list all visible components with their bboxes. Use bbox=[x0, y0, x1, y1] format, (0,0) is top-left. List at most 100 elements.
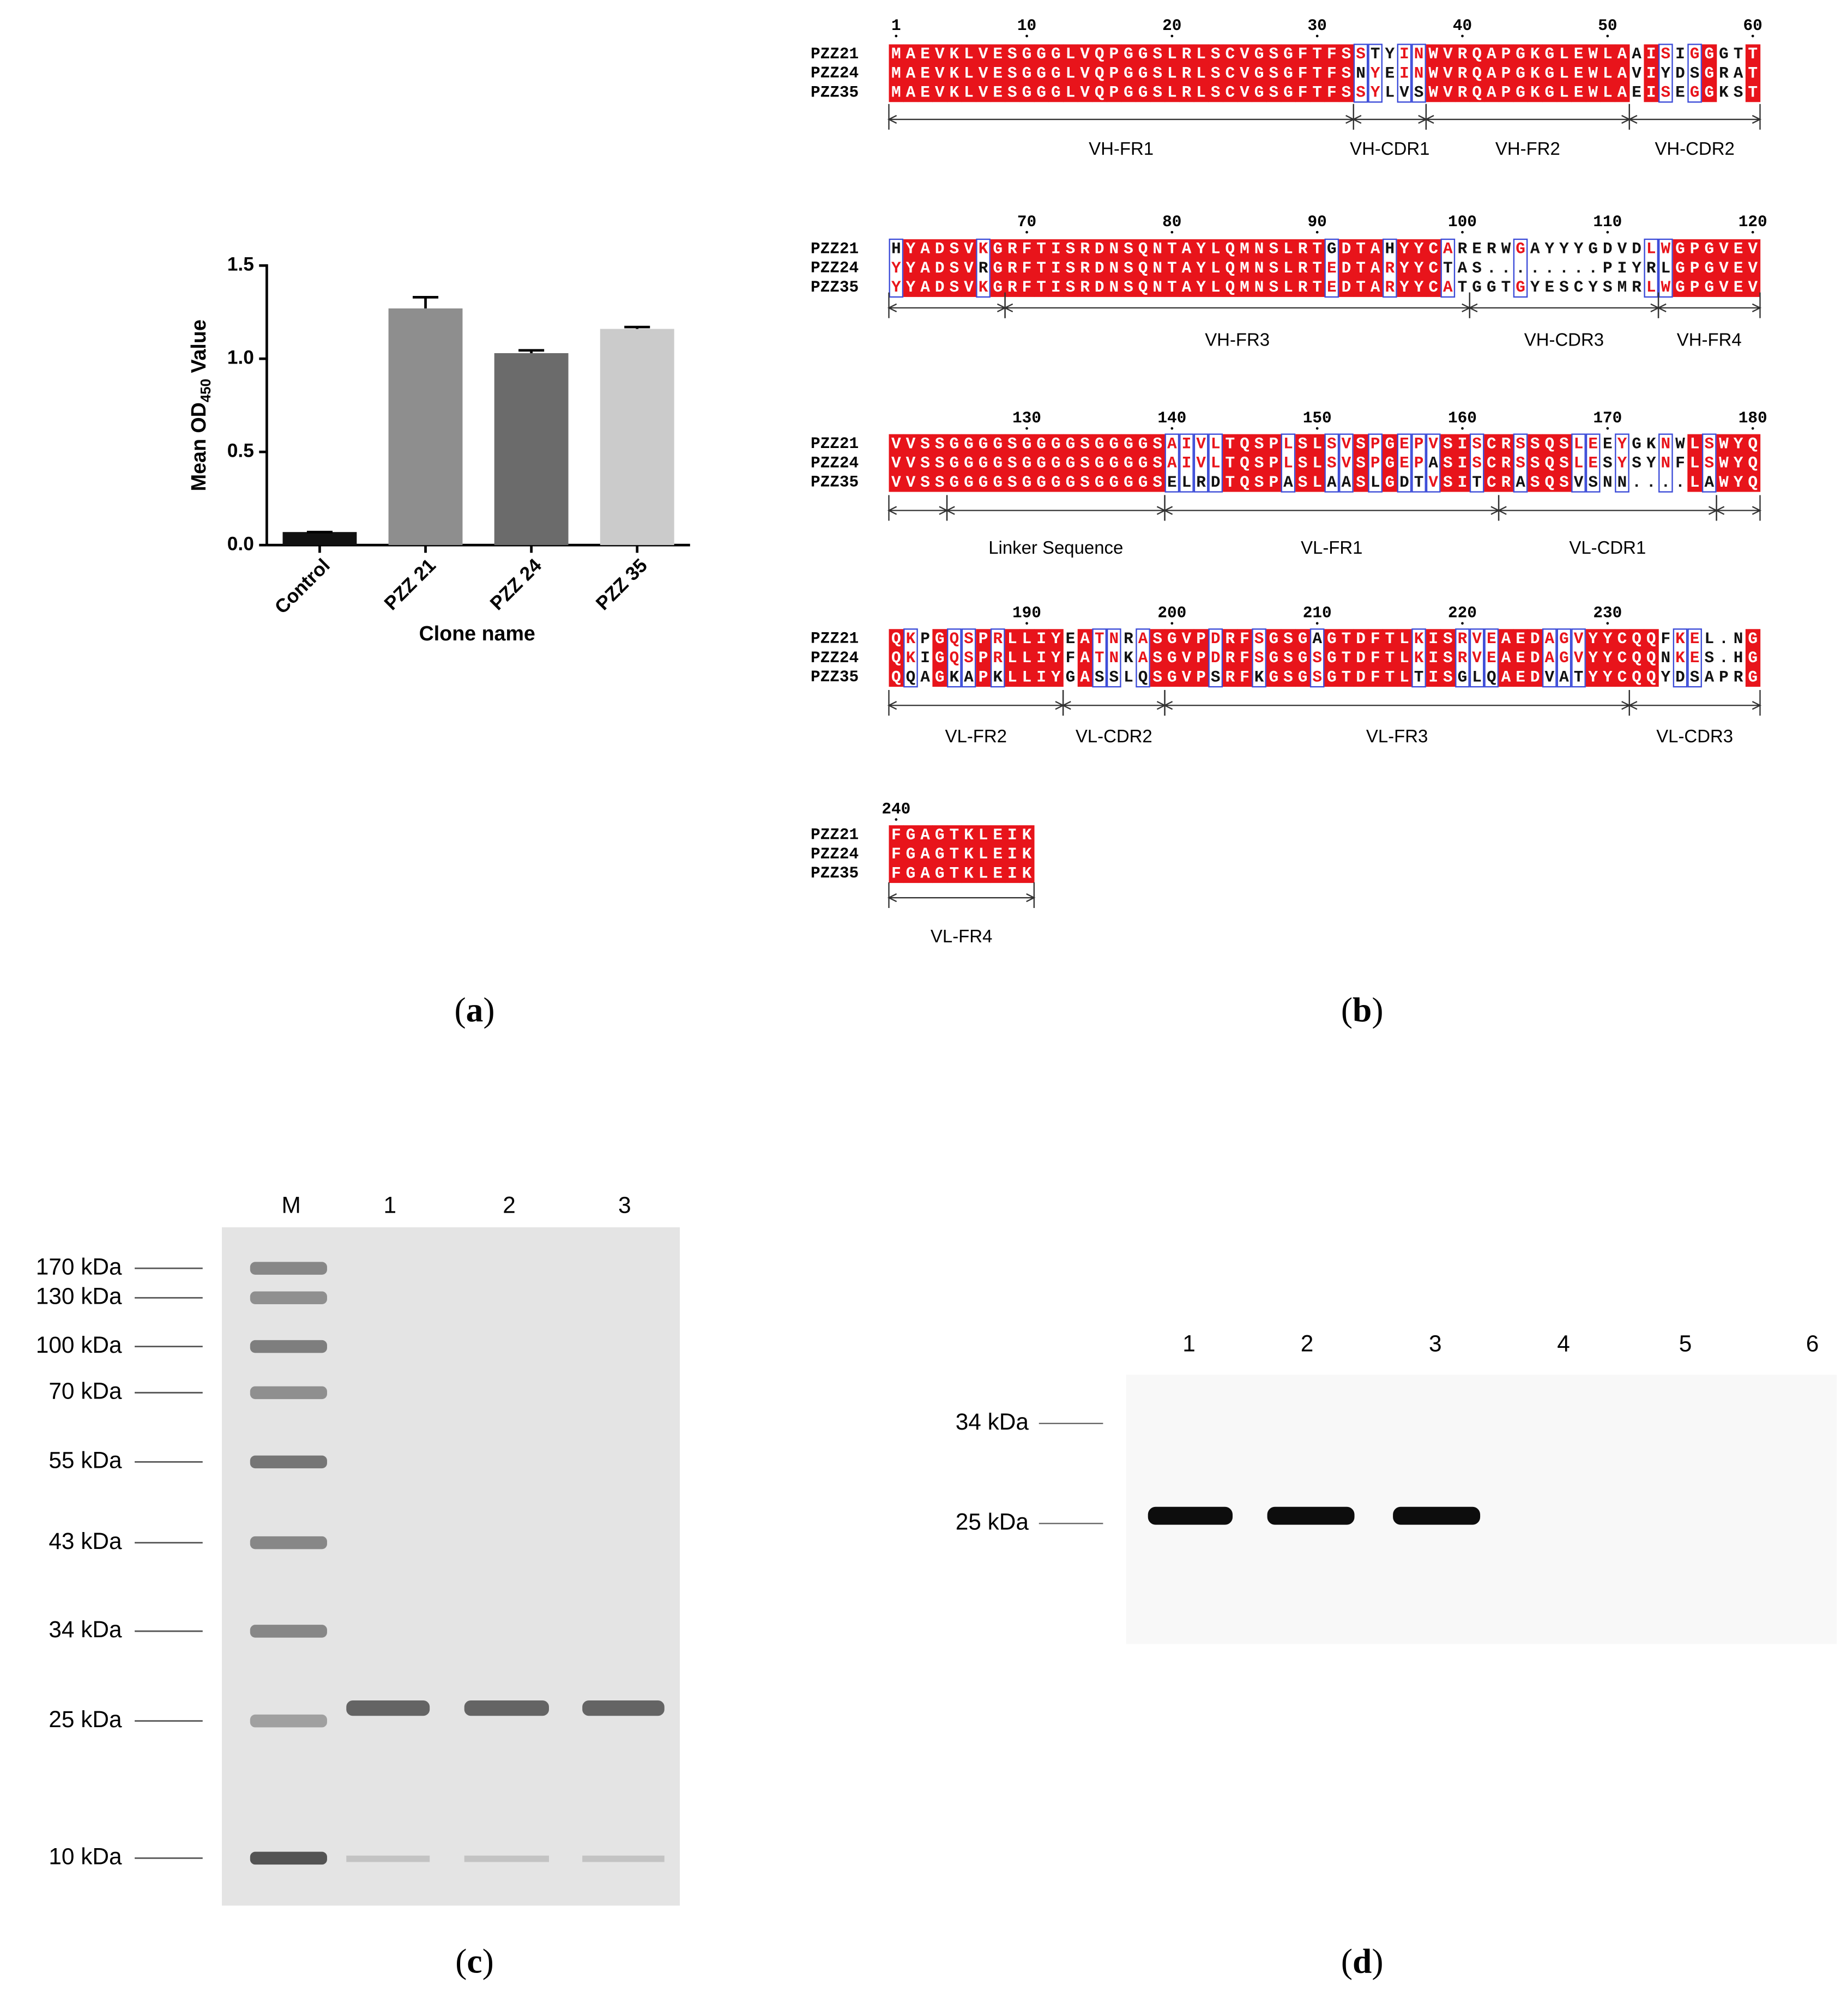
residue: E bbox=[1574, 83, 1584, 101]
residue: C bbox=[1574, 279, 1584, 296]
ruler-dot bbox=[1461, 34, 1464, 38]
panel-label-char: ) bbox=[1372, 990, 1383, 1028]
conserved-column bbox=[1469, 44, 1485, 102]
residue: V bbox=[1472, 649, 1482, 667]
residue: W bbox=[1719, 454, 1729, 472]
residue: Y bbox=[1196, 279, 1206, 296]
residue: Y bbox=[1399, 259, 1409, 277]
lane-label: 4 bbox=[1557, 1330, 1570, 1356]
residue: S bbox=[950, 279, 959, 296]
residue: L bbox=[1661, 259, 1671, 277]
residue: S bbox=[1472, 454, 1482, 472]
conserved-column bbox=[889, 825, 904, 883]
residue: V bbox=[1719, 259, 1729, 277]
faint-band bbox=[464, 1855, 549, 1862]
residue: P bbox=[1269, 474, 1278, 492]
residue: S bbox=[1007, 474, 1017, 492]
residue: R bbox=[1226, 668, 1235, 686]
conserved-column bbox=[990, 239, 1006, 297]
residue: C bbox=[1487, 435, 1496, 453]
residue: T bbox=[1312, 83, 1322, 101]
residue: A bbox=[1704, 668, 1714, 686]
residue: F bbox=[1327, 83, 1337, 101]
residue: G bbox=[1066, 435, 1076, 453]
residue: N bbox=[1109, 240, 1119, 258]
residue: Q bbox=[1748, 474, 1758, 492]
similar-column bbox=[961, 628, 976, 688]
conserved-column bbox=[1281, 239, 1296, 297]
conserved-column bbox=[1223, 434, 1238, 492]
residue: S bbox=[1152, 668, 1162, 686]
lane-label: 6 bbox=[1806, 1330, 1819, 1356]
residue: G bbox=[1298, 630, 1308, 648]
similar-column bbox=[1469, 628, 1484, 688]
ruler-dot bbox=[1315, 622, 1319, 625]
conserved-column bbox=[1528, 44, 1543, 102]
residue: G bbox=[979, 435, 988, 453]
residue: W bbox=[1588, 83, 1598, 101]
similar-column bbox=[1309, 628, 1325, 688]
ladder-band bbox=[250, 1625, 327, 1638]
residue: S bbox=[1152, 649, 1162, 667]
residue: A bbox=[920, 279, 930, 296]
residue: A bbox=[1371, 240, 1380, 258]
conserved-column bbox=[932, 44, 947, 102]
marker-label: 43 kDa bbox=[49, 1528, 122, 1554]
residue: G bbox=[1167, 668, 1177, 686]
ruler-dot bbox=[1751, 34, 1754, 38]
residue: S bbox=[1254, 435, 1264, 453]
residue: G bbox=[1298, 668, 1308, 686]
residue: V bbox=[964, 259, 974, 277]
similar-column bbox=[1324, 238, 1339, 298]
ruler-number: 20 bbox=[1162, 17, 1181, 35]
conserved-column bbox=[1092, 434, 1107, 492]
residue: L bbox=[1371, 474, 1380, 492]
residue: E bbox=[993, 64, 1003, 82]
residue: R bbox=[1632, 279, 1641, 296]
residue: V bbox=[891, 454, 901, 472]
residue: G bbox=[935, 845, 945, 863]
blot-background bbox=[1126, 1375, 1837, 1644]
residue: G bbox=[1022, 474, 1032, 492]
residue: V bbox=[906, 435, 916, 453]
residue: E bbox=[1399, 435, 1409, 453]
residue: Y bbox=[906, 279, 916, 296]
residue: S bbox=[1690, 668, 1700, 686]
sequence-name: PZZ24 bbox=[811, 454, 859, 472]
marker-label: 34 kDa bbox=[956, 1409, 1029, 1434]
residue: T bbox=[1095, 649, 1104, 667]
sequence-name: PZZ21 bbox=[811, 826, 859, 844]
conserved-column bbox=[1179, 629, 1194, 687]
residue: Q bbox=[1472, 64, 1482, 82]
residue: D bbox=[1675, 64, 1685, 82]
conserved-column bbox=[947, 239, 962, 297]
residue: Y bbox=[1371, 83, 1380, 101]
sequence-name: PZZ24 bbox=[811, 259, 859, 277]
residue: N bbox=[1152, 279, 1162, 296]
conserved-column bbox=[1223, 44, 1238, 102]
residue: Y bbox=[1617, 454, 1627, 472]
residue: G bbox=[1051, 45, 1061, 63]
residue: E bbox=[1399, 454, 1409, 472]
residue: A bbox=[1327, 474, 1337, 492]
residue: N bbox=[1152, 259, 1162, 277]
residue: I bbox=[1182, 435, 1192, 453]
ruler-number: 100 bbox=[1448, 213, 1477, 231]
residue: R bbox=[1298, 240, 1308, 258]
residue: N bbox=[1254, 259, 1264, 277]
ruler-dot bbox=[1170, 622, 1174, 625]
residue: F bbox=[1675, 454, 1685, 472]
residue: S bbox=[1704, 649, 1714, 667]
panel-label: (a) bbox=[454, 990, 494, 1028]
residue: R bbox=[1501, 454, 1511, 472]
residue: T bbox=[1167, 279, 1177, 296]
conserved-column bbox=[1499, 629, 1514, 687]
conserved-column bbox=[1426, 629, 1441, 687]
residue: G bbox=[1051, 83, 1061, 101]
panel-label: (b) bbox=[1341, 990, 1384, 1028]
panel-label: (d) bbox=[1341, 1941, 1384, 1980]
marker-label: 70 kDa bbox=[49, 1378, 122, 1404]
similar-column bbox=[1397, 44, 1412, 103]
residue: G bbox=[1269, 630, 1278, 648]
conserved-column bbox=[1034, 629, 1049, 687]
